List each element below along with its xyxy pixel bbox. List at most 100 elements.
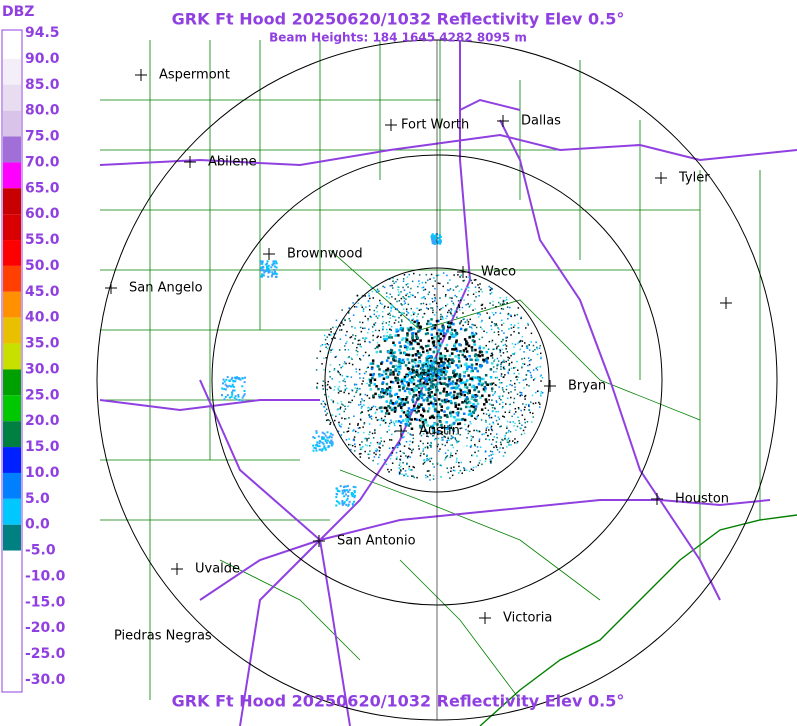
echo <box>322 380 325 382</box>
echo <box>466 445 468 447</box>
echo <box>403 352 406 355</box>
echo <box>392 341 395 344</box>
echo <box>430 333 433 336</box>
echo <box>447 449 449 452</box>
colorbar-segment <box>3 162 21 189</box>
legend-label: 0.0 <box>25 517 50 533</box>
echo <box>355 371 358 373</box>
echo <box>403 436 405 438</box>
echo <box>323 445 326 448</box>
echo <box>478 345 482 348</box>
echo <box>324 434 327 437</box>
echo <box>348 438 350 440</box>
echo <box>355 391 357 394</box>
echo <box>340 434 343 436</box>
echo <box>266 267 269 270</box>
echo <box>443 435 445 437</box>
echo <box>327 395 330 398</box>
echo <box>345 342 347 345</box>
legend-label: 65.0 <box>25 180 60 196</box>
echo <box>439 420 442 423</box>
echo <box>411 358 414 362</box>
echo <box>262 269 265 272</box>
echo <box>520 433 523 436</box>
echo <box>412 382 416 386</box>
echo <box>348 318 350 320</box>
echo <box>446 439 448 442</box>
echo <box>391 452 394 454</box>
echo <box>350 357 353 359</box>
echo <box>404 423 407 426</box>
echo <box>516 378 518 381</box>
echo <box>453 342 457 346</box>
echo <box>345 375 348 378</box>
echo <box>367 406 370 409</box>
echo <box>528 360 531 362</box>
echo <box>455 382 458 385</box>
echo <box>411 339 415 342</box>
echo <box>224 388 227 391</box>
echo <box>378 450 381 452</box>
echo <box>497 345 500 347</box>
echo <box>455 433 458 435</box>
echo <box>442 390 445 393</box>
echo <box>375 306 378 309</box>
echo <box>388 429 391 431</box>
legend-label: 10.0 <box>25 465 60 481</box>
echo <box>428 367 432 370</box>
echo <box>401 387 405 390</box>
echo <box>238 377 241 380</box>
echo <box>348 307 350 309</box>
echo <box>410 418 413 421</box>
echo <box>353 496 356 499</box>
echo <box>540 357 542 360</box>
echo <box>405 380 409 384</box>
echo <box>369 388 373 391</box>
city-marker <box>313 535 325 547</box>
echo <box>376 311 378 313</box>
legend-label: 60.0 <box>25 206 60 222</box>
echo <box>420 434 423 437</box>
echo <box>496 357 499 360</box>
echo <box>451 444 454 446</box>
echo <box>224 383 227 386</box>
echo <box>398 397 401 401</box>
echo <box>465 287 468 289</box>
echo <box>467 303 469 305</box>
echo <box>512 440 514 442</box>
echo <box>534 349 536 351</box>
echo <box>429 386 432 390</box>
echo <box>458 472 460 474</box>
city-marker <box>497 115 509 127</box>
echo <box>330 349 332 351</box>
city-label: Dallas <box>521 114 561 129</box>
echo <box>444 457 447 459</box>
echo <box>530 374 532 377</box>
echo <box>360 304 363 306</box>
echo <box>406 334 409 337</box>
echo <box>426 362 430 365</box>
echo <box>349 336 351 339</box>
echo <box>425 376 429 380</box>
echo <box>511 361 513 364</box>
echo <box>391 381 395 384</box>
echo <box>421 415 424 418</box>
echo <box>442 306 444 309</box>
echo <box>536 366 539 368</box>
legend-label: 20.0 <box>25 413 60 429</box>
echo <box>428 391 432 394</box>
echo <box>514 422 516 425</box>
echo <box>331 443 334 446</box>
echo <box>375 448 378 450</box>
echo <box>433 397 436 400</box>
echo <box>357 302 359 305</box>
echo <box>366 440 368 442</box>
echo <box>450 452 452 454</box>
echo <box>472 469 474 471</box>
echo <box>359 456 362 458</box>
echo <box>337 371 339 373</box>
echo <box>449 477 451 479</box>
echo <box>331 433 334 436</box>
echo <box>359 448 362 451</box>
echo <box>454 355 457 358</box>
